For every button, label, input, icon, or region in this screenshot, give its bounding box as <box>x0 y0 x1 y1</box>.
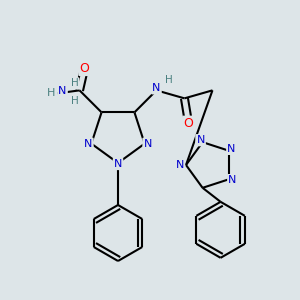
Text: O: O <box>80 62 89 75</box>
Text: H: H <box>47 88 56 98</box>
Text: H: H <box>70 78 78 88</box>
Text: H: H <box>166 75 173 85</box>
Text: N: N <box>58 86 67 96</box>
Text: N: N <box>227 144 236 154</box>
Text: N: N <box>152 83 160 93</box>
Text: N: N <box>228 175 237 185</box>
Text: N: N <box>176 160 184 170</box>
Text: N: N <box>84 139 93 149</box>
Text: O: O <box>184 117 194 130</box>
Text: N: N <box>143 139 152 149</box>
Text: N: N <box>196 135 205 145</box>
Text: N: N <box>114 159 122 169</box>
Text: H: H <box>70 96 78 106</box>
